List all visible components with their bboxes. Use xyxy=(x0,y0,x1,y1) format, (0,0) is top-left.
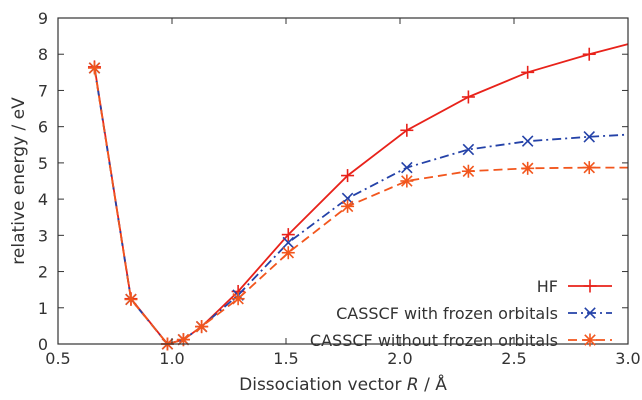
data-point xyxy=(462,143,475,156)
y-axis-title: relative energy / eV xyxy=(9,97,29,265)
data-point xyxy=(87,61,101,75)
x-tick-label: 1.5 xyxy=(273,349,298,368)
y-tick-label: 7 xyxy=(38,81,48,100)
y-tick-label: 3 xyxy=(38,226,48,245)
y-tick-label: 6 xyxy=(38,118,48,137)
data-point xyxy=(281,228,295,242)
x-tick-label: 0.5 xyxy=(45,349,70,368)
legend-label: HF xyxy=(537,277,558,296)
y-tick-label: 5 xyxy=(38,154,48,173)
data-point xyxy=(583,131,596,143)
y-tick-label: 2 xyxy=(38,263,48,282)
y-tick-label: 9 xyxy=(38,9,48,28)
data-point xyxy=(400,174,414,188)
ticks-layer: 0.5 1.0 1.5 2.0 2.5 3.0 0 1 2 3 4 5 6 7 8 9 xyxy=(38,9,641,368)
data-point xyxy=(195,320,209,334)
data-point xyxy=(582,47,596,61)
legend-label: CASSCF without frozen orbitals xyxy=(310,331,558,350)
series-line xyxy=(93,67,629,346)
data-point xyxy=(400,123,414,137)
legend: HF CASSCF with frozen orbitals CASSCF with… xyxy=(310,277,612,350)
y-tick-label: 8 xyxy=(38,45,48,64)
plot-frame xyxy=(57,17,629,345)
y-tick-label: 4 xyxy=(38,190,48,209)
x-axis-title-variable: R xyxy=(407,375,419,395)
data-point xyxy=(341,169,355,183)
series-2 xyxy=(87,61,628,351)
y-tick-label: 1 xyxy=(38,299,48,318)
data-point xyxy=(282,236,295,249)
x-axis-title-before: Dissociation vector xyxy=(239,375,407,395)
y-tick-label: 0 xyxy=(38,335,48,354)
x-axis-title-after: / Å xyxy=(419,373,448,395)
data-point xyxy=(583,333,597,347)
data-point xyxy=(461,90,475,104)
data-point xyxy=(584,307,596,319)
x-tick-label: 2.0 xyxy=(387,349,412,368)
x-axis-title: Dissociation vector R / Å xyxy=(239,373,447,395)
data-point xyxy=(461,164,475,178)
data-point xyxy=(341,199,355,213)
series-line xyxy=(93,67,628,346)
x-tick-label: 1.0 xyxy=(159,349,184,368)
legend-label: CASSCF with frozen orbitals xyxy=(336,304,558,323)
data-point xyxy=(231,292,245,306)
data-point xyxy=(124,292,138,306)
data-point xyxy=(401,161,413,174)
data-point xyxy=(521,135,534,147)
x-tick-label: 2.5 xyxy=(501,349,526,368)
data-point xyxy=(521,65,535,79)
series-line xyxy=(93,43,629,346)
data-point xyxy=(521,161,535,175)
data-point xyxy=(281,246,295,260)
data-point xyxy=(583,279,597,293)
data-point xyxy=(582,161,596,175)
x-tick-label: 3.0 xyxy=(615,349,640,368)
